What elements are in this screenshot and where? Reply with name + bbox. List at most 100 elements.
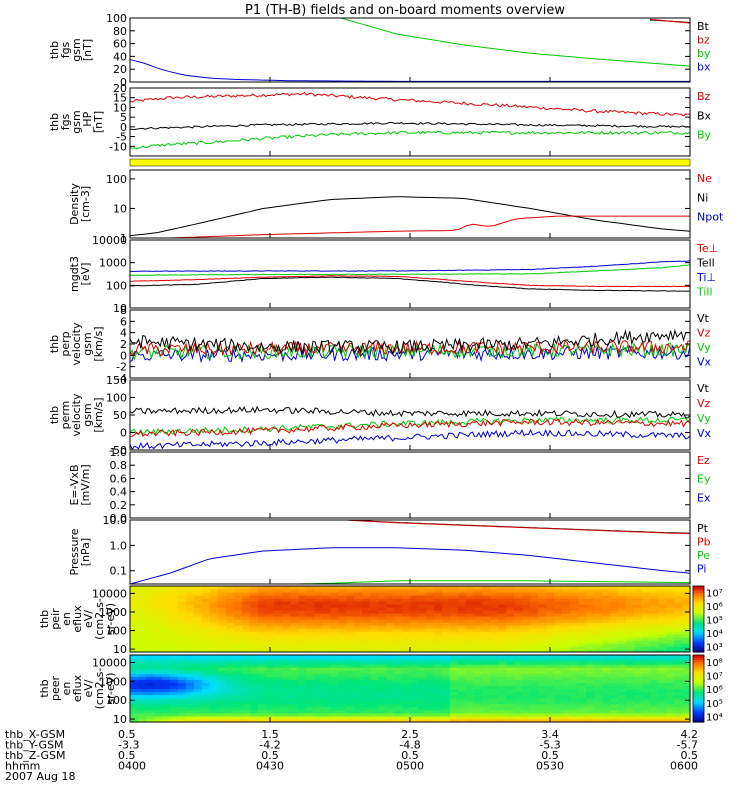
axis-column-value: -4.2 [259, 739, 280, 752]
panel-frame [129, 169, 691, 239]
y-tick-label: 40 [113, 50, 127, 63]
y-tick-label: 1.0 [110, 446, 128, 459]
y-axis-label-line: thb [38, 610, 51, 628]
colorbar-peir: 10³ 10⁴ 10⁵ 10⁶ 10⁷ [692, 585, 723, 654]
legend-label: Pe [697, 549, 710, 562]
legend-label: Pi [697, 563, 706, 576]
y-tick-label: 0.0 [110, 512, 128, 525]
y-tick-label: 60 [113, 38, 127, 51]
y-axis-label-line: thb [48, 113, 61, 131]
colorbar-tick-label: 10⁵ [706, 699, 723, 710]
series-temp [130, 260, 690, 292]
y-axis-label-line: eflux [71, 674, 84, 702]
y-axis-label-line: [nT] [92, 111, 105, 133]
y-tick-label: 1 [120, 232, 127, 245]
y-axis-label-line: gsm [81, 403, 94, 426]
y-axis-label-line: thb [48, 41, 61, 59]
colorbar-tick-label: 10⁷ [706, 672, 723, 683]
figure-title: P1 (TH-B) fields and on-board moments ov… [245, 3, 565, 18]
y-axis-label-line: gsm [70, 38, 83, 61]
y-tick-label: 10.0 [103, 514, 128, 527]
axis-row-label: thb_Y-GSM [5, 739, 64, 752]
axis-column-value: 0.5 [118, 728, 136, 741]
y-axis-label-line: eV/ [82, 610, 95, 628]
y-tick-label: 5 [120, 111, 127, 124]
axis-column-value: 1.5 [261, 728, 279, 741]
axis-column-value: -4.8 [399, 739, 420, 752]
legend-label: Ti⊥ [696, 271, 716, 284]
y-axis-label-line: [eV] [79, 263, 92, 286]
y-tick-label: 0 [120, 427, 127, 440]
series-line-vz [130, 339, 690, 357]
legend-label: Pb [697, 536, 711, 549]
y-axis-label-line: eflux [71, 605, 84, 633]
legend-label: Vy [697, 341, 711, 354]
legend-label: Ne [697, 172, 712, 185]
series-line-ti [130, 264, 690, 276]
axis-row-label: thb_X-GSM [5, 728, 65, 741]
panel-frame [129, 451, 691, 519]
y-axis-label-line: _HP [81, 111, 94, 133]
y-axis-label-line: [km/s] [92, 326, 105, 361]
legend-label: Tell [696, 257, 715, 270]
series-fgs_hp [130, 91, 690, 150]
y-tick-label: 10000 [92, 657, 127, 670]
series-line-tell [130, 276, 690, 292]
legend-label: Ez [697, 454, 710, 467]
axis-column-value: 0.5 [401, 749, 419, 762]
y-axis-label-line: [mV/m] [79, 464, 92, 505]
y-axis-label-line: gsm [81, 332, 94, 355]
panel-efield: 0.00.20.40.60.81.0 E=-VxB[mV/m] Ez Ey Ex [68, 446, 711, 525]
axis-column-value: 0.5 [261, 749, 279, 762]
series-line-ni [154, 215, 690, 238]
y-tick-label: 10 [113, 302, 127, 315]
y-tick-label: 50 [113, 409, 127, 422]
y-tick-label: -50 [109, 444, 127, 457]
y-tick-label: 10 [113, 643, 127, 656]
y-tick-label: 1000 [99, 606, 127, 619]
y-tick-label: 10000 [92, 234, 127, 247]
y-tick-label: 1.0 [110, 539, 128, 552]
panel-frame [129, 87, 691, 157]
y-tick-label: 100 [106, 279, 127, 292]
y-axis-label-line: fgs [59, 41, 72, 58]
y-axis-label-line: Density [68, 183, 81, 225]
y-tick-label: 0.4 [110, 486, 128, 499]
axis-column-value: 0500 [396, 760, 424, 773]
panel-peir: 10³ 10⁴ 10⁵ 10⁶ 10⁷ 10 100 1000 10000 thbpeirenef… [38, 585, 723, 656]
y-tick-label: 80 [113, 25, 127, 38]
panel-frame [129, 379, 691, 451]
series-fgs [130, 18, 690, 82]
y-axis-label-line: peer [49, 676, 62, 702]
axis-column-value: 0600 [670, 760, 698, 773]
axis-column-value: -3.3 [118, 739, 139, 752]
legend-label: Vx [697, 427, 712, 440]
axis-column-value: 0.5 [118, 749, 136, 762]
y-axis-label-line: mgdt3 [68, 256, 81, 292]
y-axis-label-line: eV/ [82, 679, 95, 697]
legend-label: Ni [697, 191, 708, 204]
y-tick-label: -10 [109, 140, 127, 153]
y-tick-label: 10 [113, 101, 127, 114]
axis-column-value: 4.2 [681, 728, 699, 741]
axis-row-label: thb_Z-GSM [5, 749, 65, 762]
y-tick-label: 0 [120, 76, 127, 89]
y-tick-label: 0 [120, 121, 127, 134]
data-flag-strip [129, 158, 691, 167]
colorbar-tick-label: 10⁶ [706, 602, 723, 613]
y-tick-label: 20 [113, 82, 127, 95]
series-line-pb [349, 520, 690, 535]
y-tick-label: 100 [106, 12, 127, 25]
y-axis-label-line: velocity [70, 322, 83, 365]
axis-column-value: 0530 [536, 760, 564, 773]
y-axis-label-line: thb [38, 679, 51, 697]
y-axis-label-line: [km/s] [92, 397, 105, 432]
colorbar-tick-label: 10⁴ [706, 629, 723, 640]
series-line-pi [130, 547, 690, 584]
y-tick-label: 100 [106, 173, 127, 186]
series-line-vt [130, 405, 690, 419]
legend-label: Vt [697, 382, 710, 395]
axis-column-value: -5.3 [539, 739, 560, 752]
y-tick-label: 1000 [99, 257, 127, 270]
